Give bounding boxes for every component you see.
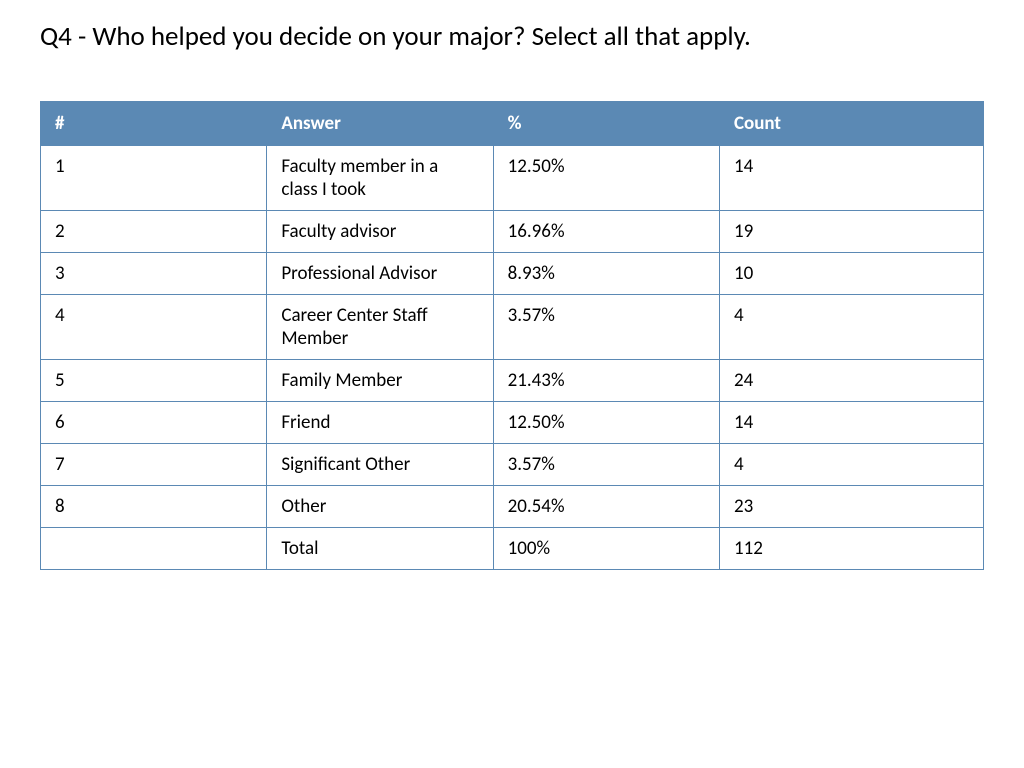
cell-percent: 21.43% [493, 360, 719, 402]
cell-percent: 3.57% [493, 444, 719, 486]
cell-answer: Total [267, 528, 493, 570]
cell-answer: Friend [267, 402, 493, 444]
table-row: 2 Faculty advisor 16.96% 19 [41, 211, 984, 253]
cell-answer: Career Center Staff Member [267, 295, 493, 360]
table-row-total: Total 100% 112 [41, 528, 984, 570]
cell-percent: 100% [493, 528, 719, 570]
cell-count: 4 [719, 295, 983, 360]
header-count: Count [719, 102, 983, 146]
cell-answer: Significant Other [267, 444, 493, 486]
cell-num [41, 528, 267, 570]
cell-percent: 3.57% [493, 295, 719, 360]
page-container: Q4 - Who helped you decide on your major… [0, 0, 1024, 590]
cell-percent: 20.54% [493, 486, 719, 528]
table-row: 4 Career Center Staff Member 3.57% 4 [41, 295, 984, 360]
table-row: 1 Faculty member in a class I took 12.50… [41, 146, 984, 211]
header-percent: % [493, 102, 719, 146]
cell-answer: Faculty member in a class I took [267, 146, 493, 211]
cell-num: 5 [41, 360, 267, 402]
cell-answer: Faculty advisor [267, 211, 493, 253]
cell-num: 4 [41, 295, 267, 360]
header-num: # [41, 102, 267, 146]
cell-count: 112 [719, 528, 983, 570]
table-body: 1 Faculty member in a class I took 12.50… [41, 146, 984, 570]
cell-percent: 16.96% [493, 211, 719, 253]
cell-num: 6 [41, 402, 267, 444]
table-row: 7 Significant Other 3.57% 4 [41, 444, 984, 486]
cell-num: 1 [41, 146, 267, 211]
table-row: 8 Other 20.54% 23 [41, 486, 984, 528]
cell-percent: 12.50% [493, 402, 719, 444]
cell-count: 23 [719, 486, 983, 528]
cell-num: 7 [41, 444, 267, 486]
header-answer: Answer [267, 102, 493, 146]
cell-count: 24 [719, 360, 983, 402]
cell-answer: Professional Advisor [267, 253, 493, 295]
cell-count: 14 [719, 402, 983, 444]
table-header-row: # Answer % Count [41, 102, 984, 146]
table-row: 6 Friend 12.50% 14 [41, 402, 984, 444]
survey-results-table: # Answer % Count 1 Faculty member in a c… [40, 101, 984, 570]
cell-answer: Family Member [267, 360, 493, 402]
cell-count: 4 [719, 444, 983, 486]
page-title: Q4 - Who helped you decide on your major… [40, 20, 984, 53]
cell-percent: 8.93% [493, 253, 719, 295]
cell-count: 19 [719, 211, 983, 253]
cell-count: 10 [719, 253, 983, 295]
cell-count: 14 [719, 146, 983, 211]
table-row: 5 Family Member 21.43% 24 [41, 360, 984, 402]
table-row: 3 Professional Advisor 8.93% 10 [41, 253, 984, 295]
cell-num: 3 [41, 253, 267, 295]
cell-answer: Other [267, 486, 493, 528]
cell-num: 8 [41, 486, 267, 528]
cell-percent: 12.50% [493, 146, 719, 211]
cell-num: 2 [41, 211, 267, 253]
